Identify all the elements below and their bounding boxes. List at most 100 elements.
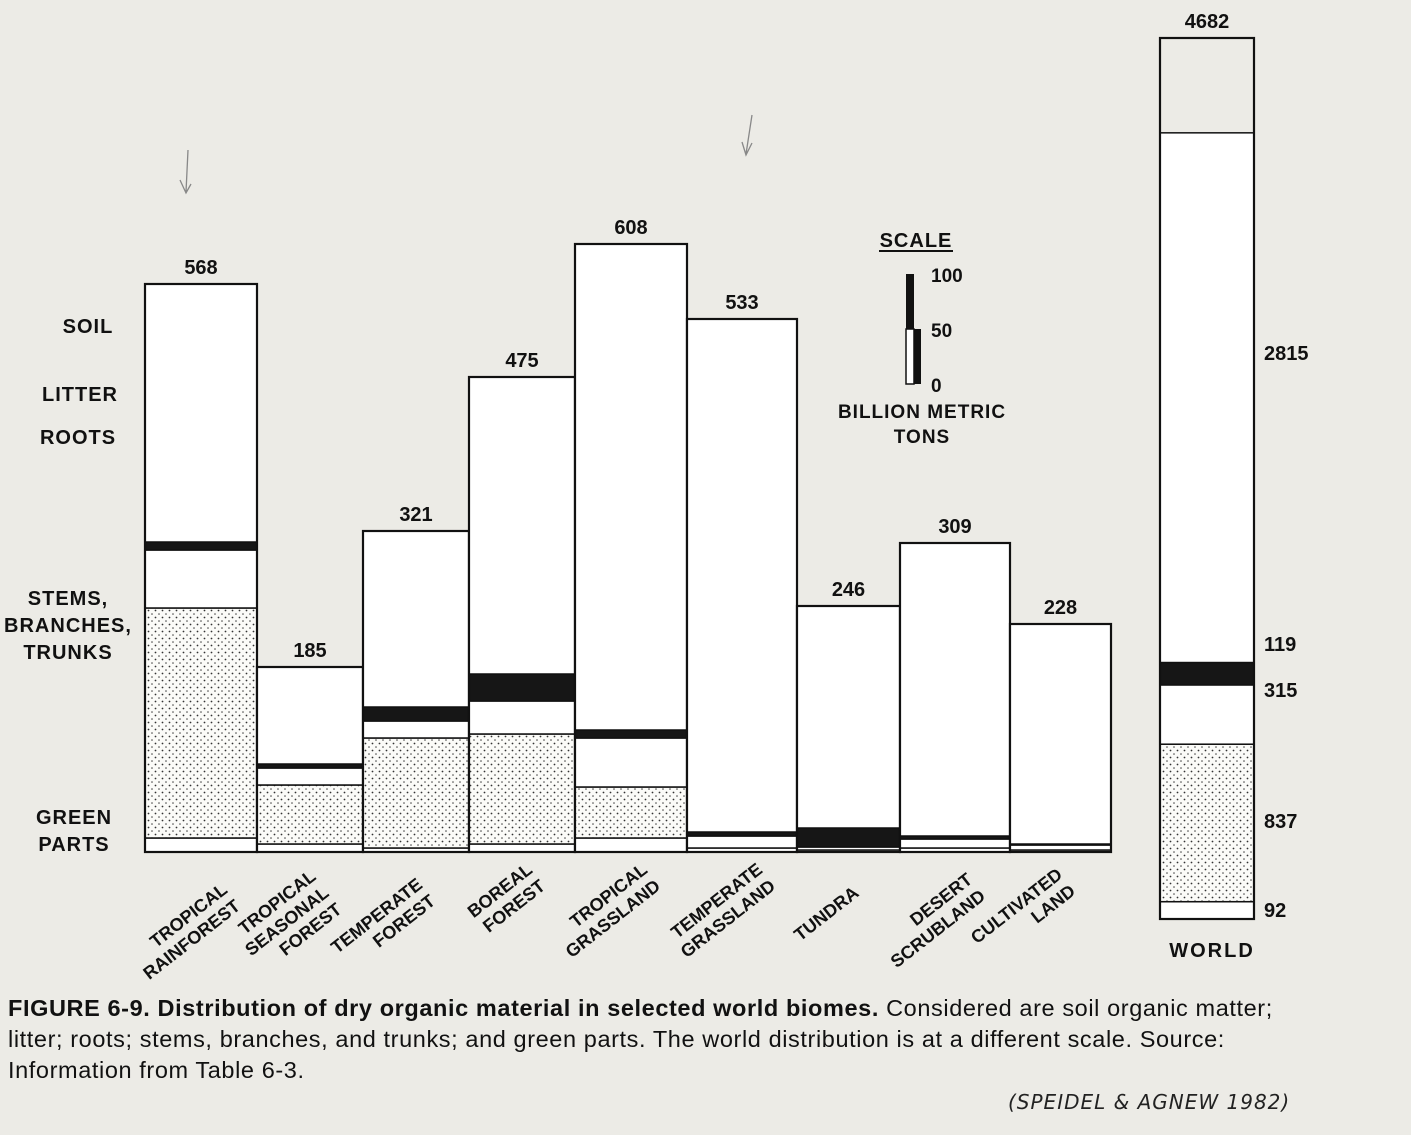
bar-total-label: 228 bbox=[1044, 597, 1077, 619]
biome-labels: TROPICALRAINFORESTTROPICALSEASONALFOREST… bbox=[139, 859, 1079, 983]
world-segment-green-parts bbox=[1159, 900, 1255, 920]
segment-soil bbox=[1009, 623, 1112, 845]
component-label-stems-branches-trunks: TRUNKS bbox=[23, 642, 112, 664]
segment-soil bbox=[144, 283, 258, 543]
biome-bar: 185 bbox=[255, 640, 365, 854]
component-label-stems-branches-trunks: STEMS, bbox=[28, 588, 108, 610]
world-value-label-green-parts: 92 bbox=[1264, 900, 1286, 922]
bar-total-label: 475 bbox=[505, 350, 538, 372]
component-label-green-parts: GREEN bbox=[36, 807, 112, 829]
component-label-roots: ROOTS bbox=[40, 427, 116, 449]
component-label-litter: LITTER bbox=[42, 384, 118, 406]
bar-total-label: 608 bbox=[614, 217, 647, 239]
segment-soil bbox=[899, 542, 1011, 837]
segment-green-parts bbox=[468, 843, 576, 853]
segment-soil bbox=[362, 530, 470, 708]
segment-roots bbox=[256, 767, 364, 786]
segment-roots bbox=[468, 700, 576, 735]
segment-roots bbox=[899, 838, 1011, 849]
scale-bar-upper bbox=[906, 274, 914, 335]
hand-mark-arrow-icon bbox=[741, 114, 753, 157]
biome-bar: 321 bbox=[361, 504, 471, 854]
world-bar-outline bbox=[1158, 36, 1256, 921]
world-value-label-roots: 315 bbox=[1264, 680, 1297, 702]
segment-stems-branches-trunks bbox=[362, 737, 470, 849]
biome-bars: 568 185 321 475 608 533 246 309 228 bbox=[143, 217, 1113, 854]
segment-soil bbox=[686, 318, 798, 833]
bar-total-label: 568 bbox=[184, 257, 217, 279]
world-label: WORLD bbox=[1169, 940, 1255, 962]
biome-bar: 568 bbox=[143, 257, 259, 854]
scale-title: SCALE bbox=[880, 230, 953, 252]
component-label-green-parts: PARTS bbox=[38, 834, 109, 856]
scale-tick-label: 100 bbox=[931, 266, 963, 287]
segment-soil bbox=[796, 605, 901, 829]
biome-bar: 608 bbox=[573, 217, 689, 854]
segment-litter bbox=[796, 827, 901, 848]
segment-stems-branches-trunks bbox=[144, 607, 258, 839]
scale-unit-label: TONS bbox=[894, 427, 950, 448]
world-value-label-litter: 119 bbox=[1264, 634, 1296, 656]
bar-total-label: 185 bbox=[293, 640, 326, 662]
segment-stems-branches-trunks bbox=[256, 784, 364, 845]
segment-green-parts bbox=[144, 837, 258, 853]
world-segment-stems-branches-trunks bbox=[1159, 743, 1255, 903]
biome-chart: SOIL LITTER ROOTS STEMS, BRANCHES, TRUNKS GREE… bbox=[4, 11, 1309, 983]
biome-bar: 246 bbox=[795, 579, 902, 854]
scale-tick-label: 0 bbox=[931, 376, 942, 397]
world-segment-litter bbox=[1159, 661, 1255, 686]
segment-green-parts bbox=[574, 837, 688, 853]
segment-litter bbox=[574, 729, 688, 739]
segment-soil bbox=[574, 243, 688, 731]
component-labels: SOIL LITTER ROOTS STEMS, BRANCHES, TRUNKS GREE… bbox=[4, 316, 132, 856]
biome-category-label: TUNDRA bbox=[790, 882, 862, 945]
biome-label-line: TUNDRA bbox=[790, 882, 862, 945]
bar-outline bbox=[685, 317, 799, 854]
bar-total-label: 533 bbox=[725, 292, 758, 314]
segment-roots bbox=[144, 549, 258, 609]
figure-caption: FIGURE 6-9. Distribution of dry organic … bbox=[8, 993, 1308, 1086]
world-value-label-stems-branches-trunks: 837 bbox=[1264, 811, 1297, 833]
component-label-soil: SOIL bbox=[63, 316, 114, 338]
bar-total-label: 246 bbox=[832, 579, 865, 601]
bar-outline bbox=[143, 282, 259, 854]
world-segment-roots bbox=[1159, 684, 1255, 745]
scale-tick-label: 50 bbox=[931, 321, 952, 342]
component-label-stems-branches-trunks: BRANCHES, bbox=[4, 615, 132, 637]
segment-litter bbox=[468, 673, 576, 702]
bar-total-label: 309 bbox=[938, 516, 971, 538]
biome-bar: 533 bbox=[685, 292, 799, 854]
caption-title: FIGURE 6-9. Distribution of dry organic … bbox=[8, 995, 879, 1021]
source-credit: (SPEIDEL & AGNEW 1982) bbox=[1008, 1090, 1291, 1114]
segment-roots bbox=[686, 835, 798, 849]
world-segment-soil bbox=[1159, 132, 1255, 664]
bar-total-label: 321 bbox=[399, 504, 432, 526]
segment-litter bbox=[144, 541, 258, 551]
bar-outline bbox=[1008, 622, 1113, 854]
segment-green-parts bbox=[256, 843, 364, 853]
hand-mark-arrow-icon bbox=[179, 149, 192, 195]
biome-bar: 228 bbox=[1008, 597, 1113, 854]
segment-stems-branches-trunks bbox=[468, 733, 576, 845]
world-value-label-soil: 2815 bbox=[1264, 343, 1309, 365]
segment-soil bbox=[256, 666, 364, 765]
segment-roots bbox=[574, 737, 688, 788]
scale-legend: SCALE 100 50 0 BILLION METRIC TONS bbox=[838, 230, 1006, 448]
segment-stems-branches-trunks bbox=[574, 786, 688, 839]
world-bar: 4682 92 837 315 119 2815 bbox=[1158, 11, 1309, 922]
scale-bar-right bbox=[914, 329, 921, 384]
scale-unit-label: BILLION METRIC bbox=[838, 402, 1006, 423]
caption-text: Considered are soil organic matter; litt… bbox=[8, 995, 1273, 1083]
segment-roots bbox=[362, 720, 470, 739]
biome-bar: 309 bbox=[898, 516, 1012, 854]
segment-soil bbox=[468, 376, 576, 675]
biome-bar: 475 bbox=[467, 350, 577, 854]
